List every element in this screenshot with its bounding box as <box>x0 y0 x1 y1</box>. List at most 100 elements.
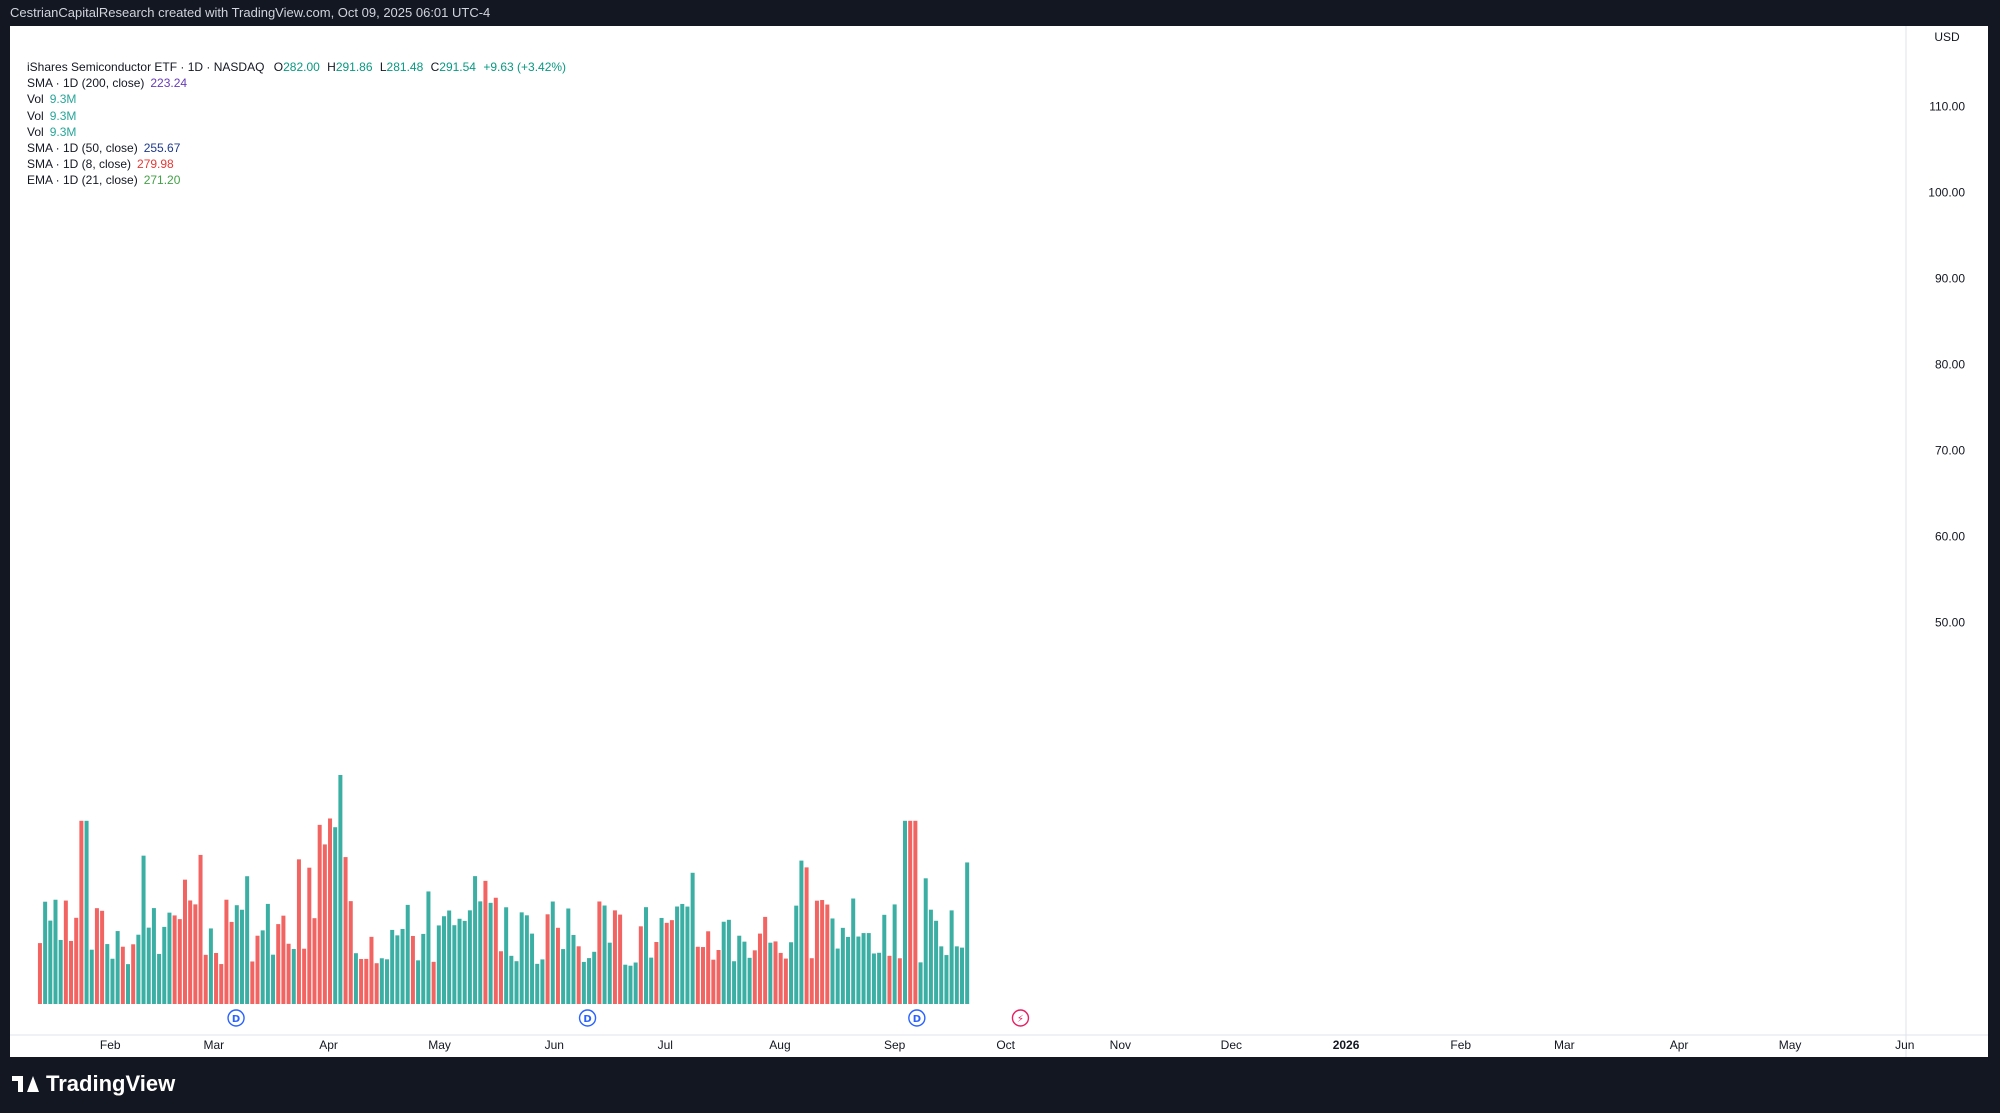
time-tick-label: Jun <box>1895 1038 1914 1052</box>
volume-bar <box>612 910 617 1004</box>
indicator-value: 9.3M <box>49 124 77 139</box>
indicator-value: 9.3M <box>49 92 77 107</box>
volume-bar <box>281 915 286 1004</box>
volume-bar <box>410 935 415 1004</box>
event-marker-circle <box>578 1009 597 1027</box>
volume-bar <box>498 951 503 1004</box>
legend-indicator-2: Vol 9.3M <box>27 108 566 124</box>
volume-bar <box>431 961 436 1004</box>
volume-bar <box>680 903 685 1004</box>
volume-bar <box>897 958 902 1004</box>
volume-bar <box>835 948 840 1004</box>
indicator-label: Vol <box>27 124 44 139</box>
volume-bar <box>856 936 861 1004</box>
volume-bar <box>949 910 954 1004</box>
volume-bar <box>597 901 602 1004</box>
volume-bar <box>726 919 731 1004</box>
volume-bar <box>343 857 348 1004</box>
volume-bar <box>939 946 944 1004</box>
volume-bar <box>773 941 778 1004</box>
volume-bar <box>871 953 876 1004</box>
legend-indicator-1: Vol 9.3M <box>27 91 566 107</box>
volume-bar <box>545 914 550 1004</box>
volume-bar <box>63 900 68 1004</box>
volume-bar <box>861 933 866 1004</box>
volume-bar <box>664 922 669 1004</box>
volume-bar <box>193 904 198 1004</box>
legend-c-value: 291.54 <box>439 60 476 74</box>
volume-bar <box>524 915 529 1004</box>
time-tick-label: May <box>428 1038 451 1052</box>
volume-bar <box>131 944 136 1004</box>
tradingview-logo[interactable]: TradingView <box>12 1071 175 1097</box>
volume-bar <box>473 876 478 1004</box>
volume-bar <box>576 946 581 1004</box>
volume-bar <box>820 900 825 1004</box>
volume-bar <box>540 959 545 1004</box>
chart-area[interactable]: 3.618 (296.16)3 (272.95)2.618 (258.60)2.… <box>10 26 1988 1057</box>
volume-bar <box>317 824 322 1004</box>
volume-bar <box>799 860 804 1004</box>
volume-bar <box>452 925 457 1004</box>
volume-bar <box>659 917 664 1004</box>
legend-indicator-0: SMA · 1D (200, close) 223.24 <box>27 75 566 91</box>
volume-bar <box>825 904 830 1004</box>
time-tick-label: Apr <box>319 1038 338 1052</box>
volume-bar <box>416 960 421 1004</box>
volume-bar <box>260 930 265 1004</box>
volume-bar <box>94 908 99 1004</box>
volume-bar <box>172 915 177 1004</box>
volume-bar <box>695 946 700 1004</box>
event-marker-text: D <box>583 1014 591 1025</box>
brand-name: TradingView <box>46 1071 176 1096</box>
volume-bar <box>69 940 74 1004</box>
event-marker-text: D <box>232 1014 240 1025</box>
volume-bar <box>592 951 597 1004</box>
volume-bar <box>866 933 871 1004</box>
volume-bar <box>214 952 219 1004</box>
legend-h-value: 291.86 <box>335 60 373 74</box>
indicator-label: Vol <box>27 92 44 107</box>
volume-bar <box>690 872 695 1004</box>
volume-bar <box>374 963 379 1004</box>
volume-bar <box>887 955 892 1004</box>
legend-l-label: L <box>379 60 387 74</box>
volume-bar <box>483 880 488 1004</box>
volume-bar <box>208 928 213 1004</box>
volume-bar <box>757 933 762 1004</box>
volume-bar <box>136 934 141 1004</box>
volume-bar <box>778 952 783 1004</box>
volume-bar <box>965 862 970 1004</box>
legend-change: +9.63 (+3.42%) <box>483 60 567 74</box>
volume-bar <box>794 905 799 1004</box>
volume-bar <box>768 942 773 1004</box>
volume-bar <box>587 958 592 1004</box>
volume-bar <box>276 924 281 1004</box>
volume-bar <box>286 943 291 1004</box>
volume-bar <box>245 876 250 1004</box>
volume-bar <box>566 908 571 1004</box>
time-tick-label: Nov <box>1110 1038 1131 1052</box>
time-tick-label: Jun <box>545 1038 564 1052</box>
volume-bar <box>353 953 358 1004</box>
legend-indicator-4: SMA · 1D (50, close) 255.67 <box>27 140 566 156</box>
time-tick-label: Feb <box>100 1038 121 1052</box>
volume-bar <box>436 925 441 1004</box>
volume-bar <box>555 927 560 1004</box>
time-tick-label: Apr <box>1670 1038 1689 1052</box>
legend-h-label: H <box>327 60 336 74</box>
volume-bar <box>58 939 63 1004</box>
volume-bar <box>462 920 467 1004</box>
price-chart[interactable]: 3.618 (296.16)3 (272.95)2.618 (258.60)2.… <box>10 26 1988 1057</box>
volume-bar <box>840 927 845 1004</box>
volume-bar <box>447 910 452 1004</box>
volume-bar <box>892 904 897 1004</box>
volume-bar <box>296 859 301 1004</box>
price-tick-label: 60.00 <box>1935 530 1965 544</box>
tradingview-logo-icon <box>12 1076 39 1092</box>
volume-bar <box>716 950 721 1004</box>
volume-bar <box>504 907 509 1004</box>
volume-bar <box>441 916 446 1004</box>
volume-bar <box>359 958 364 1004</box>
volume-bar <box>224 899 229 1004</box>
